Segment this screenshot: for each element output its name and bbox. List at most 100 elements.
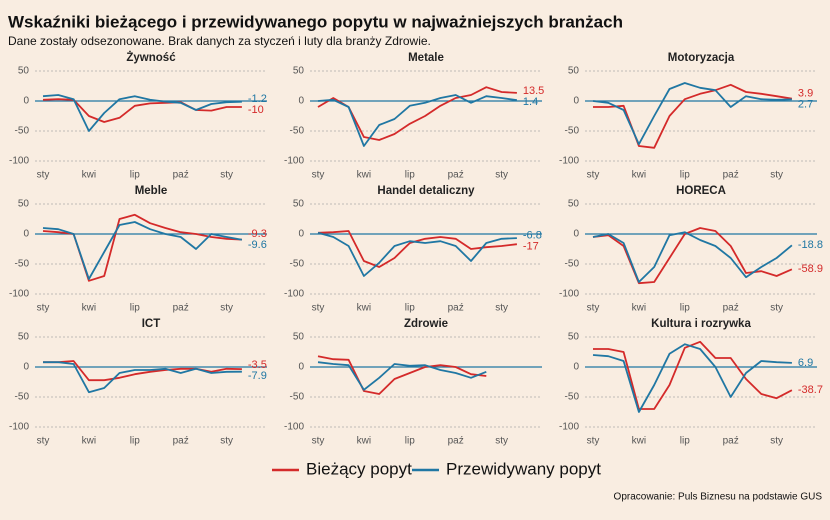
x-tick-label: sty [587,303,600,314]
series-line [592,227,793,285]
legend-label: Przewidywany popyt [446,459,601,478]
x-tick-label: lip [680,303,690,314]
source: Opracowanie: Puls Biznesu na podstawie G… [614,492,823,503]
series-line [593,83,793,149]
y-tick-label: -50 [290,126,305,137]
series-line [592,231,793,283]
end-label: -17 [523,241,539,253]
x-tick-label: kwi [82,170,96,181]
x-tick-label: sty [312,303,325,314]
series-line [317,231,517,277]
x-tick-label: kwi [632,170,646,181]
y-tick-label: -100 [9,289,29,300]
x-tick-label: lip [130,436,140,447]
panel-title: Kultura i rozrywka [651,318,751,330]
y-tick-label: 50 [568,332,580,343]
end-label: 6.9 [798,357,813,369]
y-tick-label: 50 [568,66,580,77]
x-tick-label: lip [130,170,140,181]
x-tick-label: sty [770,170,783,181]
end-label: 3.9 [798,87,813,99]
y-tick-label: 50 [293,66,305,77]
x-tick-label: kwi [357,303,371,314]
y-tick-label: 50 [18,199,30,210]
y-tick-label: 0 [573,96,579,107]
x-tick-label: sty [220,170,233,181]
x-tick-label: sty [220,436,233,447]
y-tick-label: -100 [9,422,29,433]
series-line [42,221,243,280]
y-tick-label: -50 [15,126,30,137]
x-tick-label: paź [723,436,739,447]
y-tick-label: -50 [15,392,30,403]
y-tick-label: 50 [293,199,305,210]
y-tick-label: 0 [23,96,29,107]
x-tick-label: sty [312,436,325,447]
x-tick-label: lip [405,170,415,181]
y-tick-label: 0 [298,229,304,240]
series-line [317,94,518,147]
x-tick-label: lip [680,170,690,181]
series-line [592,343,792,413]
y-tick-label: 0 [298,362,304,373]
y-tick-label: -50 [290,259,305,270]
x-tick-label: lip [405,303,415,314]
panel-title: Handel detaliczny [377,185,475,197]
panel-title: HORECA [676,185,726,197]
x-tick-label: sty [220,303,233,314]
x-tick-label: paź [448,303,464,314]
y-tick-label: 0 [23,229,29,240]
series-line [42,94,242,132]
x-tick-label: sty [495,436,508,447]
end-label: 1.4 [523,96,538,108]
y-tick-label: 0 [573,362,579,373]
legend-label: Bieżący popyt [306,459,412,478]
panel-title: Metale [408,52,444,64]
series-line [593,340,793,410]
panel-title: ICT [142,318,161,330]
x-tick-label: paź [173,170,189,181]
chart-title: Wskaźniki bieżącego i przewidywanego pop… [8,12,623,31]
end-label: -7.9 [248,370,267,382]
end-label: -9.6 [248,239,267,251]
chart-subtitle: Dane zostały odsezonowane. Brak danych z… [8,34,431,48]
x-tick-label: paź [173,303,189,314]
x-tick-label: lip [405,436,415,447]
end-label: -38.7 [798,384,823,396]
series-line [317,361,487,391]
end-label: -9.3 [248,228,267,240]
series-line [317,230,518,268]
x-tick-label: kwi [357,436,371,447]
end-label: -3.5 [248,359,267,371]
end-label: 2.7 [798,98,813,110]
end-label: -58.9 [798,263,823,275]
panel-title: Żywność [126,51,176,64]
x-tick-label: lip [130,303,140,314]
y-tick-label: -50 [15,259,30,270]
panel-title: Zdrowie [404,318,448,330]
y-tick-label: -100 [559,156,579,167]
y-tick-label: -100 [284,422,304,433]
end-label: -18.8 [798,239,823,251]
x-tick-label: sty [312,170,325,181]
x-tick-label: sty [37,436,50,447]
x-tick-label: lip [680,436,690,447]
y-tick-label: 0 [23,362,29,373]
x-tick-label: sty [587,170,600,181]
x-tick-label: kwi [82,303,96,314]
y-tick-label: -50 [290,392,305,403]
x-tick-label: sty [587,436,600,447]
x-tick-label: sty [37,303,50,314]
y-tick-label: 50 [568,199,580,210]
x-tick-label: paź [723,170,739,181]
y-tick-label: -50 [565,126,580,137]
y-tick-label: -100 [559,422,579,433]
series-line [43,360,242,382]
x-tick-label: sty [37,170,50,181]
y-tick-label: -50 [565,392,580,403]
y-tick-label: -100 [284,289,304,300]
x-tick-label: sty [495,303,508,314]
series-line [592,82,792,146]
